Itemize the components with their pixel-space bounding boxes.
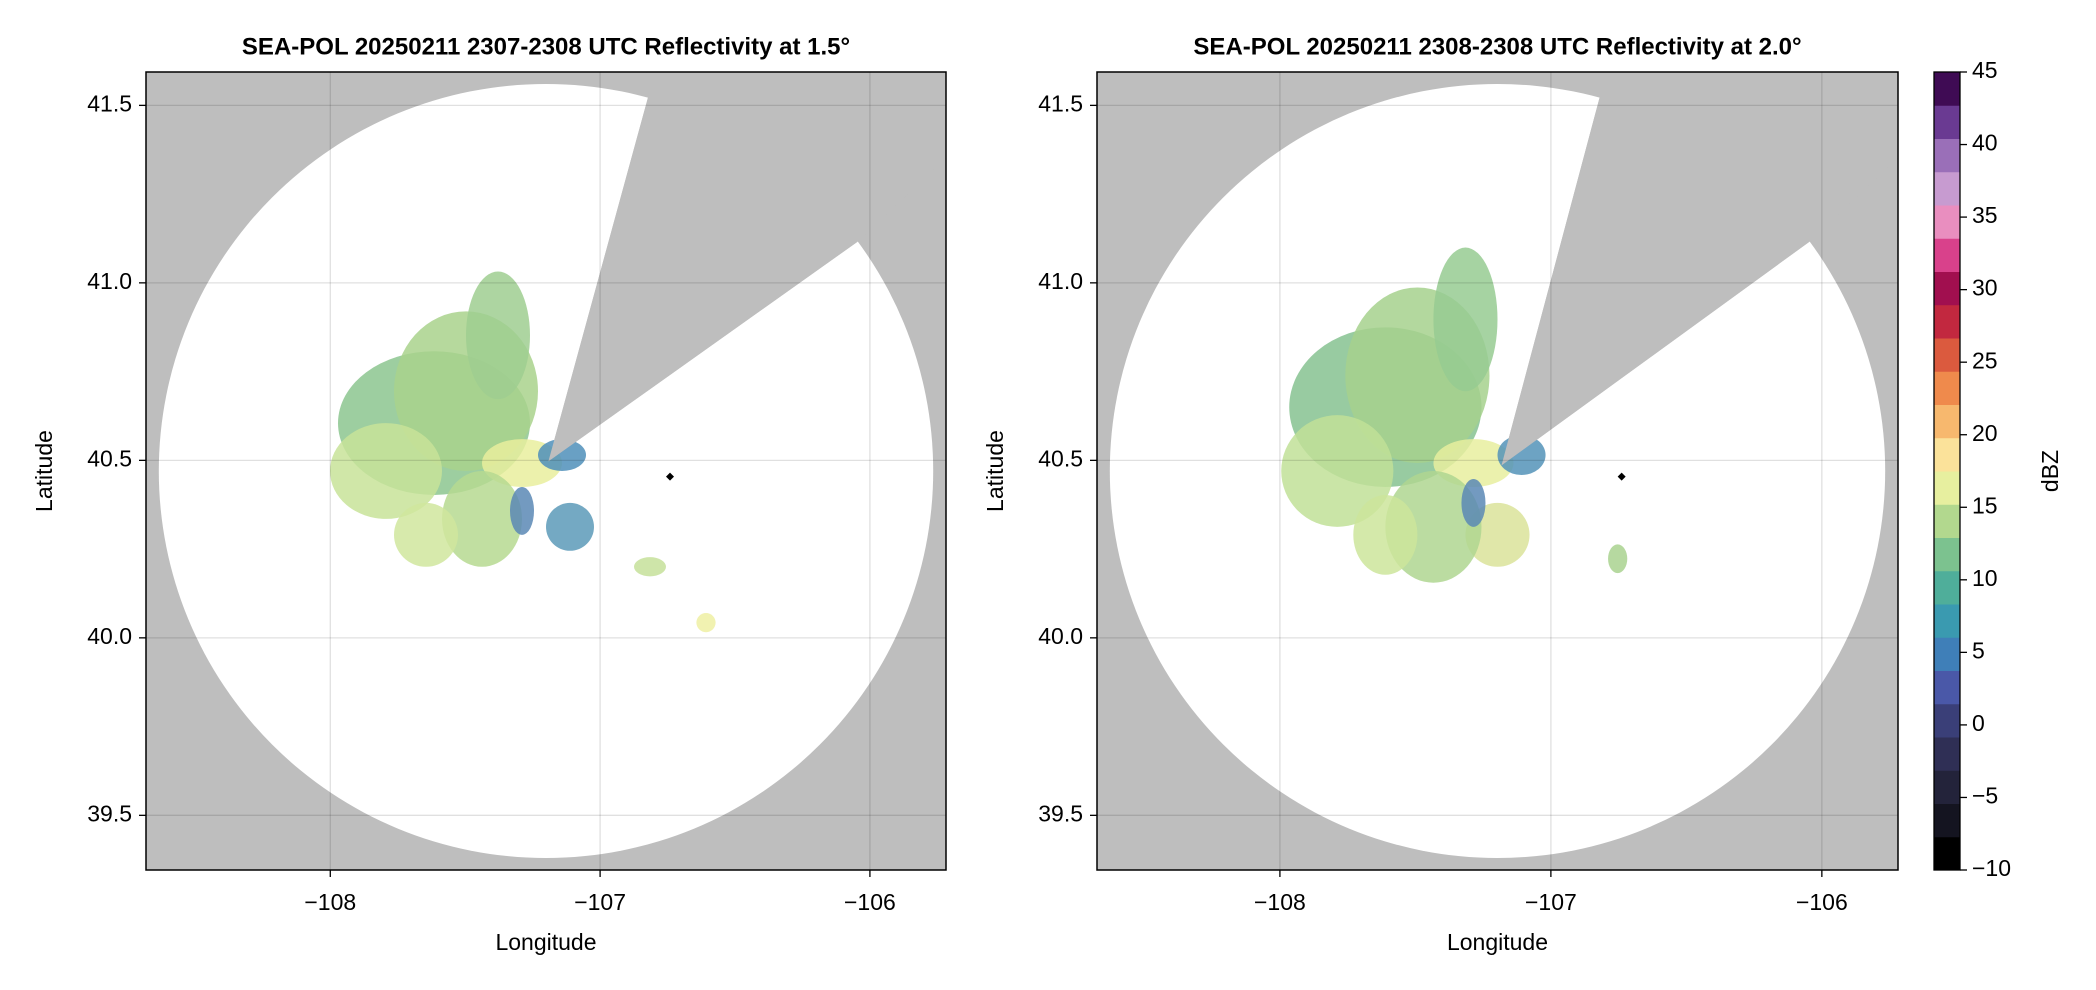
axes-frame bbox=[1096, 71, 1899, 871]
colorbar-tick-label: 40 bbox=[1972, 130, 1998, 156]
blocked-sector-mask bbox=[1501, 72, 1898, 466]
colorbar-label: dBZ bbox=[2037, 450, 2063, 492]
colorbar-tick-label: 35 bbox=[1972, 202, 1998, 228]
colorbar-band bbox=[1934, 238, 1960, 272]
colorbar-tick-label: 5 bbox=[1972, 637, 1985, 663]
colorbar-band bbox=[1934, 304, 1960, 339]
colorbar-tick-label: 25 bbox=[1972, 347, 1998, 373]
echo bbox=[466, 271, 530, 400]
axes-frame bbox=[145, 71, 947, 871]
colorbar-tick-label: 0 bbox=[1972, 710, 1985, 736]
y-tick-label: 40.0 bbox=[87, 623, 132, 649]
colorbar-band bbox=[1934, 604, 1960, 638]
colorbar-band bbox=[1934, 371, 1960, 405]
colorbar-band bbox=[1934, 570, 1960, 605]
y-tick-label: 41.5 bbox=[87, 90, 132, 116]
echo bbox=[546, 502, 594, 551]
echo bbox=[1461, 478, 1486, 527]
colorbar-band bbox=[1934, 836, 1960, 871]
y-tick-label: 41.0 bbox=[1038, 268, 1083, 294]
echo bbox=[1433, 439, 1514, 487]
plot-area bbox=[1097, 72, 1898, 870]
chart-title: SEA-POL 20250211 2307-2308 UTC Reflectiv… bbox=[242, 33, 850, 60]
echo bbox=[330, 423, 442, 519]
colorbar-band bbox=[1934, 338, 1960, 372]
echo bbox=[634, 557, 666, 577]
colorbar-tick-label: 15 bbox=[1972, 492, 1998, 518]
colorbar-band bbox=[1934, 404, 1960, 439]
colorbar-band bbox=[1934, 637, 1960, 671]
colorbar-band bbox=[1934, 537, 1960, 572]
plot-area bbox=[146, 72, 946, 870]
colorbar-tick-label: 10 bbox=[1972, 565, 1998, 591]
colorbar-tick-label: −5 bbox=[1972, 783, 1998, 809]
y-tick-label: 41.5 bbox=[1038, 90, 1083, 116]
echo bbox=[1433, 247, 1498, 392]
y-axis-label: Latitude bbox=[982, 430, 1008, 512]
y-tick-label: 39.5 bbox=[87, 800, 132, 826]
echo bbox=[1353, 494, 1418, 575]
colorbar-frame bbox=[1933, 71, 1961, 871]
site-marker bbox=[1617, 472, 1626, 481]
colorbar-band bbox=[1934, 171, 1960, 206]
y-tick-label: 40.5 bbox=[87, 445, 132, 471]
echo bbox=[538, 439, 586, 472]
colorbar-band bbox=[1934, 205, 1960, 239]
colorbar-band bbox=[1934, 138, 1960, 173]
x-tick-label: −106 bbox=[844, 889, 896, 915]
x-tick-label: −108 bbox=[304, 889, 356, 915]
colorbar-band bbox=[1934, 437, 1960, 472]
echo bbox=[1608, 544, 1628, 574]
colorbar-tick-label: 30 bbox=[1972, 275, 1998, 301]
y-axis-label: Latitude bbox=[31, 430, 57, 512]
colorbar-band bbox=[1934, 737, 1960, 771]
echo bbox=[1281, 415, 1394, 527]
y-tick-label: 40.0 bbox=[1038, 623, 1083, 649]
colorbar-tick-label: 20 bbox=[1972, 420, 1998, 446]
colorbar-band bbox=[1934, 703, 1960, 738]
colorbar-band bbox=[1934, 271, 1960, 306]
x-tick-label: −108 bbox=[1254, 889, 1306, 915]
y-tick-label: 41.0 bbox=[87, 268, 132, 294]
x-tick-label: −107 bbox=[1525, 889, 1577, 915]
x-tick-label: −107 bbox=[574, 889, 626, 915]
colorbar-tick-label: 45 bbox=[1972, 57, 1998, 83]
colorbar-band bbox=[1934, 803, 1960, 838]
colorbar-band bbox=[1934, 670, 1960, 705]
site-marker bbox=[666, 472, 674, 481]
colorbar-band bbox=[1934, 504, 1960, 538]
echo bbox=[442, 471, 522, 567]
colorbar-band bbox=[1934, 72, 1960, 106]
echo bbox=[394, 502, 458, 567]
chart-title: SEA-POL 20250211 2308-2308 UTC Reflectiv… bbox=[1193, 33, 1801, 60]
y-tick-label: 39.5 bbox=[1038, 800, 1083, 826]
x-axis-label: Longitude bbox=[1447, 929, 1548, 955]
colorbar-band bbox=[1934, 471, 1960, 505]
x-tick-label: −106 bbox=[1796, 889, 1848, 915]
echo bbox=[696, 613, 716, 633]
colorbar-band bbox=[1934, 105, 1960, 139]
y-tick-label: 40.5 bbox=[1038, 445, 1083, 471]
echo bbox=[510, 486, 534, 535]
x-axis-label: Longitude bbox=[495, 929, 596, 955]
blocked-sector-mask bbox=[548, 72, 946, 462]
colorbar-band bbox=[1934, 770, 1960, 804]
colorbar-tick-label: −10 bbox=[1972, 855, 2011, 881]
